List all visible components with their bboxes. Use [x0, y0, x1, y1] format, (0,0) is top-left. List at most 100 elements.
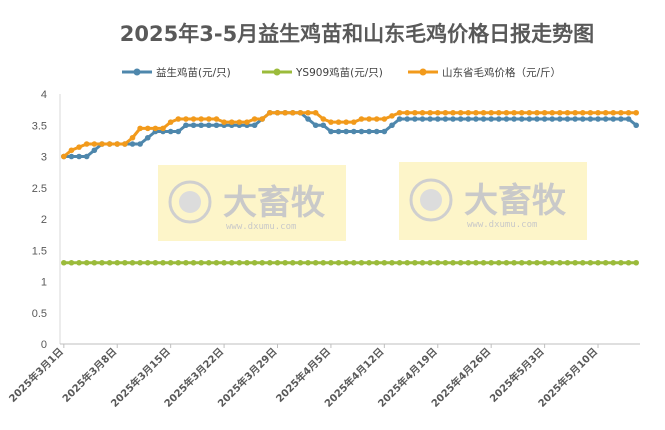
data-point — [518, 109, 525, 116]
data-point — [91, 141, 98, 147]
data-point — [381, 259, 388, 266]
data-point — [549, 116, 556, 122]
data-point — [267, 259, 273, 266]
data-point — [320, 259, 327, 266]
data-point — [282, 109, 288, 116]
data-point — [610, 109, 617, 116]
data-point — [450, 259, 456, 266]
data-point — [450, 116, 456, 122]
data-point — [503, 259, 510, 266]
data-point — [602, 109, 609, 116]
data-point — [312, 122, 319, 129]
data-point — [541, 259, 548, 266]
data-point — [175, 128, 182, 135]
data-point — [618, 116, 624, 122]
y-tick-label: 0 — [41, 339, 47, 351]
data-point — [76, 144, 82, 150]
data-point — [183, 116, 189, 122]
data-point — [221, 119, 227, 125]
data-point — [351, 259, 357, 266]
data-point — [473, 109, 479, 116]
data-point — [396, 259, 403, 266]
data-point — [343, 119, 349, 125]
data-point — [595, 116, 601, 122]
data-point — [465, 259, 472, 266]
data-point — [389, 122, 395, 129]
data-point — [503, 116, 510, 122]
data-point — [419, 109, 426, 116]
y-tick-label: 3.5 — [32, 120, 47, 132]
data-point — [579, 116, 586, 122]
y-tick-label: 2 — [41, 214, 47, 226]
data-point — [366, 116, 372, 122]
data-point — [404, 259, 411, 266]
x-tick-label: 2025年4月5日 — [273, 345, 333, 405]
data-point — [358, 116, 365, 122]
data-point — [366, 259, 372, 266]
data-point — [412, 259, 418, 266]
legend-marker — [133, 68, 141, 76]
data-point — [442, 109, 449, 116]
data-point — [198, 259, 204, 266]
data-point — [198, 122, 204, 129]
data-point — [526, 116, 533, 122]
data-point — [320, 122, 327, 129]
data-point — [526, 259, 533, 266]
data-point — [83, 141, 90, 147]
data-point — [373, 128, 380, 135]
data-point — [206, 122, 212, 129]
y-tick-label: 1 — [41, 277, 47, 289]
data-point — [61, 259, 67, 266]
data-point — [518, 116, 525, 122]
series-line — [62, 111, 637, 158]
data-point — [228, 119, 235, 125]
data-point — [206, 116, 212, 122]
data-point — [213, 116, 220, 122]
data-point — [419, 116, 426, 122]
data-point — [434, 259, 441, 266]
data-point — [305, 116, 311, 122]
data-point — [488, 109, 494, 116]
data-point — [129, 141, 136, 147]
data-point — [442, 116, 449, 122]
data-point — [167, 119, 174, 125]
data-point — [610, 116, 617, 122]
data-point — [496, 259, 502, 266]
data-point — [465, 116, 472, 122]
x-tick-label: 2025年3月8日 — [59, 345, 119, 405]
data-point — [312, 259, 319, 266]
data-point — [274, 109, 281, 116]
data-point — [305, 259, 311, 266]
data-point — [190, 122, 197, 129]
data-point — [114, 141, 121, 147]
data-point — [488, 259, 494, 266]
data-point — [190, 116, 197, 122]
data-point — [76, 259, 82, 266]
data-point — [267, 109, 273, 116]
data-point — [289, 109, 296, 116]
data-point — [549, 259, 556, 266]
data-point — [625, 116, 632, 122]
data-point — [610, 259, 617, 266]
data-point — [625, 259, 632, 266]
data-point — [335, 128, 342, 135]
data-point — [518, 259, 525, 266]
data-point — [206, 259, 212, 266]
data-point — [480, 259, 487, 266]
x-tick-labels: 2025年3月1日2025年3月8日2025年3月15日2025年3月22日20… — [6, 344, 600, 410]
y-tick-label: 1.5 — [32, 245, 47, 257]
data-point — [465, 109, 472, 116]
data-point — [129, 259, 136, 266]
chart-title: 2025年3-5月益生鸡苗和山东毛鸡价格日报走势图 — [120, 22, 594, 46]
data-point — [175, 259, 182, 266]
data-point — [68, 259, 75, 266]
legend-item: YS909鸡苗(元/只) — [262, 66, 383, 79]
svg-text:大畜牧: 大畜牧 — [223, 183, 326, 223]
legend-label: 山东省毛鸡价格（元/斤） — [442, 66, 561, 79]
data-point — [160, 259, 166, 266]
data-point — [221, 259, 227, 266]
data-point — [259, 259, 266, 266]
data-point — [572, 259, 578, 266]
data-point — [244, 119, 250, 125]
legend-label: YS909鸡苗(元/只) — [295, 66, 383, 79]
